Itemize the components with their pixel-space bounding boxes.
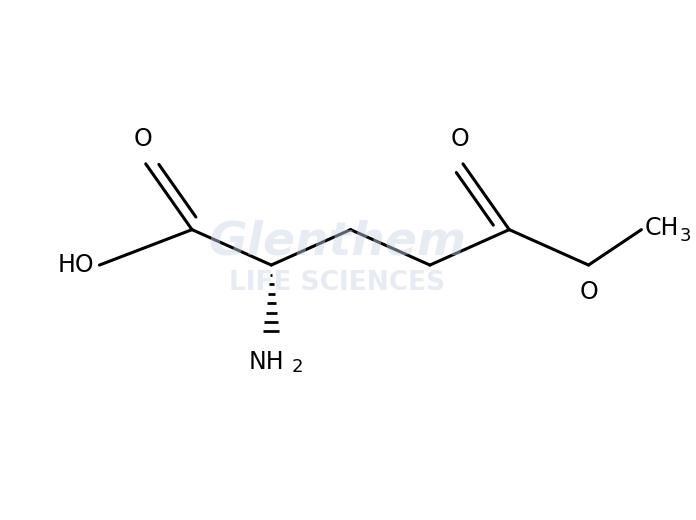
- Text: Glenthem: Glenthem: [208, 220, 466, 265]
- Text: 2: 2: [291, 358, 303, 375]
- Text: NH: NH: [249, 350, 285, 374]
- Text: 3: 3: [680, 227, 691, 245]
- Text: LIFE SCIENCES: LIFE SCIENCES: [230, 270, 445, 296]
- Text: O: O: [134, 127, 152, 151]
- Text: HO: HO: [58, 253, 94, 277]
- Text: O: O: [451, 127, 470, 151]
- Text: CH: CH: [644, 216, 679, 240]
- Text: O: O: [579, 280, 598, 304]
